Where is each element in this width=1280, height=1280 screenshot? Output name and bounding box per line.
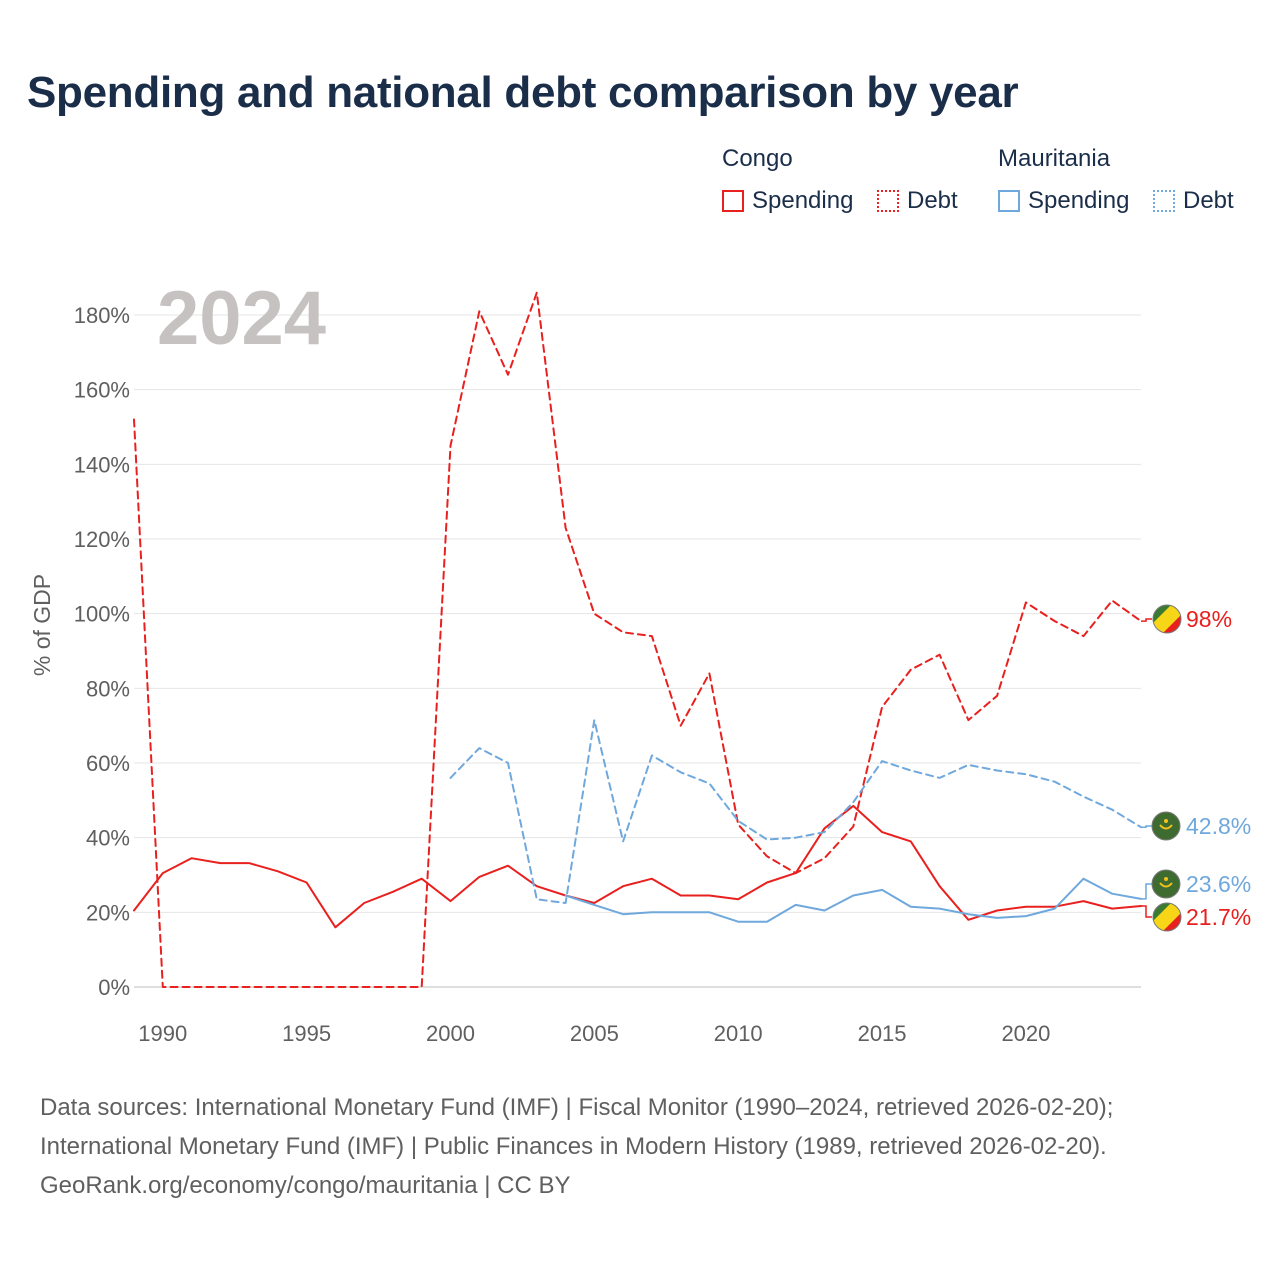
congo-flag-icon	[1152, 604, 1182, 634]
legend-mauritania-debt[interactable]: Debt	[1153, 186, 1234, 216]
legend-group-congo: Congo	[722, 145, 793, 172]
congo-spending-connector	[1141, 905, 1152, 918]
congo-debt-connector	[1141, 618, 1152, 622]
congo-spending-end-label: 21.7%	[1186, 904, 1251, 930]
y-axis-ticks: 0% 20% 40% 60% 80% 100% 120% 140% 160% 180%	[74, 303, 130, 1000]
mauritania-debt-end-label: 42.8%	[1186, 813, 1251, 839]
legend-label: Spending	[752, 187, 854, 214]
line-chart: 2024 0%20%40%60%80%100%120%140%160%180% …	[29, 276, 1251, 1046]
legend-swatch-solid-icon	[998, 190, 1020, 212]
y-tick-label: 140%	[74, 452, 130, 477]
y-tick-label: 60%	[86, 751, 130, 776]
x-tick-label: 1995	[282, 1021, 331, 1046]
y-axis-label: % of GDP	[29, 574, 55, 676]
legend-swatch-dotted-icon	[877, 190, 899, 212]
legend-label: Debt	[1183, 187, 1234, 214]
legend-swatch-solid-icon	[722, 190, 744, 212]
mauritania-spending-connector	[1141, 883, 1152, 900]
y-tick-label: 120%	[74, 527, 130, 552]
footer-line: Data sources: International Monetary Fun…	[40, 1094, 1114, 1121]
legend-congo-debt[interactable]: Debt	[877, 186, 958, 216]
legend-label: Debt	[907, 187, 958, 214]
year-watermark: 2024	[157, 276, 326, 361]
footer-line: International Monetary Fund (IMF) | Publ…	[40, 1133, 1107, 1160]
legend-mauritania-spending[interactable]: Spending	[998, 186, 1129, 216]
gridlines	[134, 314, 1141, 988]
mauritania-debt-connector	[1141, 825, 1152, 828]
y-tick-label: 0%	[98, 975, 130, 1000]
x-tick-label: 2010	[714, 1021, 763, 1046]
y-tick-label: 180%	[74, 303, 130, 328]
footer-sources: Data sources: International Monetary Fun…	[40, 1088, 1113, 1205]
congo-debt-line	[133, 291, 1142, 988]
y-tick-label: 80%	[86, 676, 130, 701]
x-axis-ticks: 1990 1995 2000 2005 2010 2015 2020	[138, 1021, 1050, 1046]
x-tick-label: 2005	[570, 1021, 619, 1046]
x-tick-label: 2020	[1001, 1021, 1050, 1046]
mauritania-spending-end-label: 23.6%	[1186, 871, 1251, 897]
legend-swatch-dotted-icon	[1153, 190, 1175, 212]
footer-line: GeoRank.org/economy/congo/mauritania | C…	[40, 1172, 571, 1199]
end-labels: 21.7% 98% 23.6% 42.8%	[1141, 606, 1251, 930]
chart-title: Spending and national debt comparison by…	[27, 68, 1019, 117]
x-tick-label: 2000	[426, 1021, 475, 1046]
mauritania-flag-icon	[1151, 811, 1181, 841]
y-tick-label: 160%	[74, 378, 130, 403]
y-tick-label: 100%	[74, 602, 130, 627]
congo-spending-line	[133, 804, 1142, 929]
legend-group-mauritania: Mauritania	[998, 145, 1111, 172]
mauritania-spending-line	[564, 877, 1142, 923]
mauritania-flag-icon	[1151, 869, 1181, 899]
congo-flag-icon	[1152, 902, 1182, 932]
legend-label: Spending	[1028, 187, 1130, 214]
legend-congo-spending[interactable]: Spending	[722, 186, 853, 216]
y-tick-label: 20%	[86, 900, 130, 925]
y-tick-label: 40%	[86, 826, 130, 851]
mauritania-debt-line	[449, 719, 1142, 904]
congo-debt-end-label: 98%	[1186, 606, 1232, 632]
series-lines	[133, 291, 1142, 988]
x-tick-label: 2015	[858, 1021, 907, 1046]
x-tick-label: 1990	[138, 1021, 187, 1046]
